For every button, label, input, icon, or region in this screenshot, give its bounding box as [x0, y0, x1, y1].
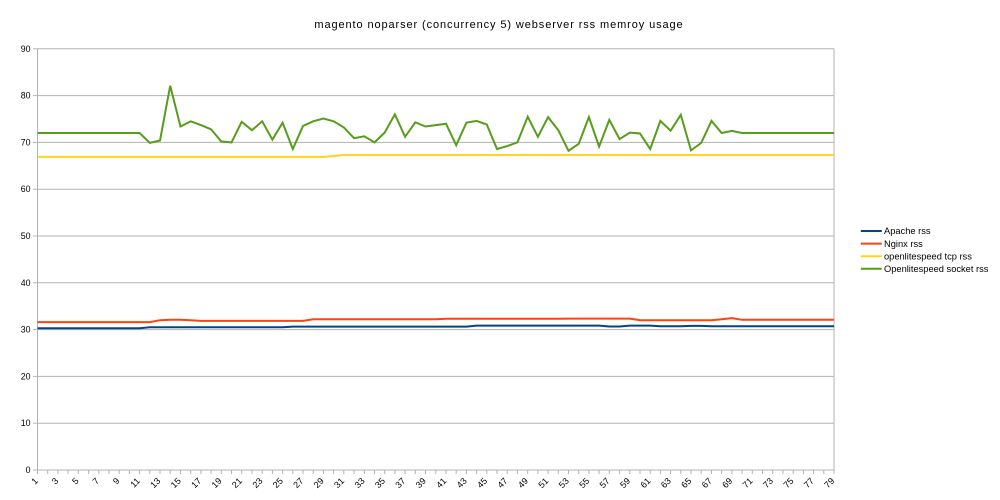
- svg-text:0: 0: [26, 465, 31, 475]
- svg-text:Apache rss: Apache rss: [884, 226, 931, 236]
- svg-text:20: 20: [21, 371, 31, 381]
- svg-text:30: 30: [21, 325, 31, 335]
- svg-text:openlitespeed tcp rss: openlitespeed tcp rss: [884, 251, 972, 261]
- svg-text:9: 9: [111, 476, 122, 487]
- svg-text:70: 70: [21, 137, 31, 147]
- svg-text:10: 10: [21, 418, 31, 428]
- svg-text:90: 90: [21, 44, 31, 54]
- svg-text:60: 60: [21, 184, 31, 194]
- svg-text:5: 5: [70, 476, 81, 487]
- svg-text:1: 1: [29, 476, 40, 487]
- svg-text:40: 40: [21, 278, 31, 288]
- svg-text:80: 80: [21, 91, 31, 101]
- svg-text:7: 7: [91, 476, 102, 487]
- svg-text:Nginx rss: Nginx rss: [884, 239, 923, 249]
- svg-text:Openlitespeed socket rss: Openlitespeed socket rss: [884, 264, 989, 274]
- svg-text:3: 3: [50, 476, 61, 487]
- svg-text:magento noparser (concurrency: magento noparser (concurrency 5) webserv…: [314, 19, 683, 31]
- svg-text:50: 50: [21, 231, 31, 241]
